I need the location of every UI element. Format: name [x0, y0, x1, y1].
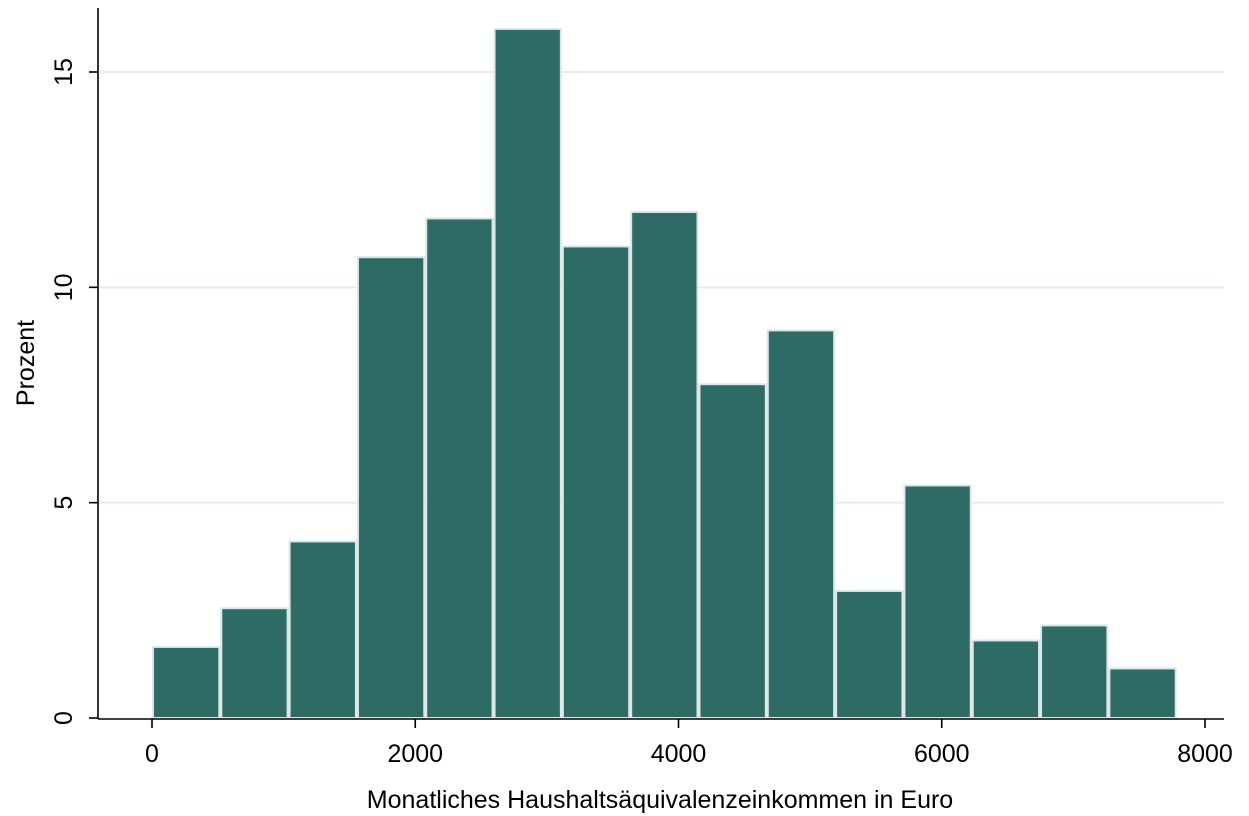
- histogram-bar-10: [766, 329, 836, 719]
- x-tick-label-4000: 4000: [651, 740, 707, 768]
- y-tick-label-15: 15: [50, 58, 78, 86]
- axes: [97, 8, 1224, 720]
- x-tick-label-6000: 6000: [914, 740, 970, 768]
- histogram-bar-5: [425, 217, 494, 719]
- y-tick-label-5: 5: [50, 496, 78, 510]
- histogram-bar-12: [903, 484, 972, 719]
- y-tick-label-0: 0: [50, 711, 78, 725]
- y-tick-label-10: 10: [50, 273, 78, 301]
- histogram-bars: [152, 27, 1177, 720]
- x-axis-title: Monatliches Haushaltsäquivalenzeinkommen…: [367, 786, 953, 814]
- histogram-bar-2: [220, 607, 289, 719]
- histogram-bar-6: [493, 27, 562, 719]
- histogram-bar-14: [1040, 624, 1109, 720]
- histogram-bar-1: [152, 645, 221, 719]
- histogram-bar-11: [835, 589, 904, 719]
- y-axis-title: Prozent: [12, 320, 40, 406]
- x-tick-label-2000: 2000: [387, 740, 443, 768]
- histogram-bar-13: [971, 639, 1041, 719]
- histogram-bar-9: [698, 383, 767, 719]
- histogram-bar-15: [1108, 667, 1177, 719]
- x-tick-label-8000: 8000: [1177, 740, 1233, 768]
- histogram-bar-3: [288, 540, 357, 720]
- histogram-bar-7: [561, 245, 631, 719]
- x-axis-ticks: 0 2000 4000 6000 8000: [145, 719, 1233, 768]
- histogram-bar-4: [356, 256, 426, 719]
- y-axis-ticks: 0 5 10 15: [50, 58, 98, 725]
- histogram-bar-8: [630, 210, 699, 719]
- x-tick-label-0: 0: [145, 740, 159, 768]
